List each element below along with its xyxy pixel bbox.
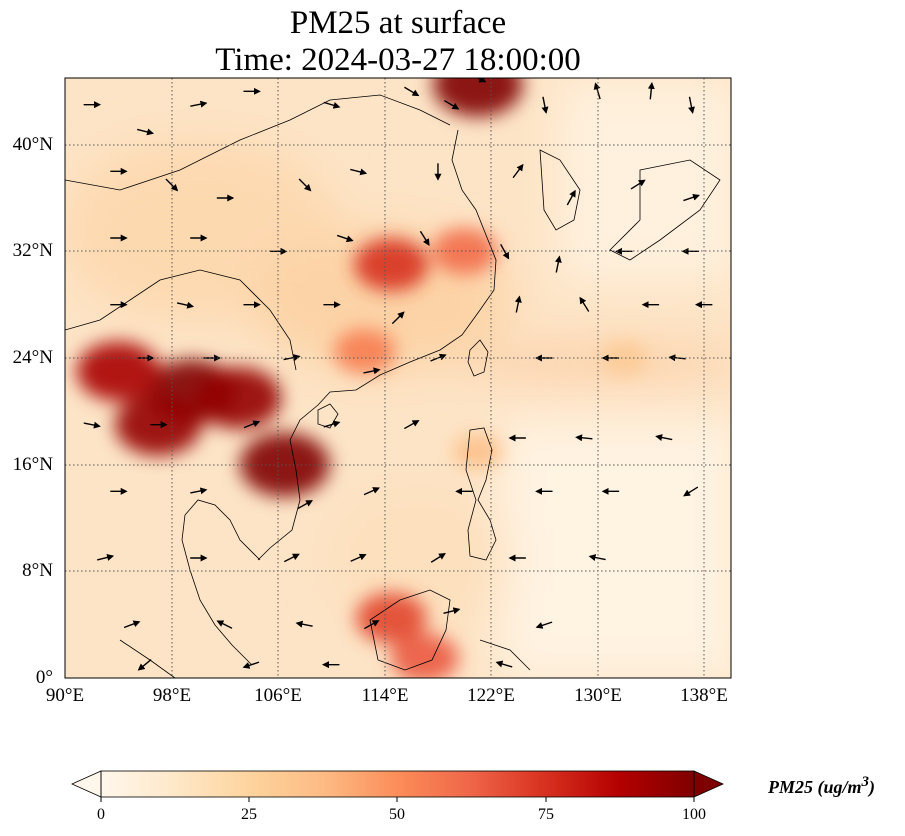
- pm25-hotspot: [433, 78, 523, 117]
- wind-arrow: [444, 99, 460, 110]
- wind-arrow: [575, 434, 593, 442]
- wind-arrow: [97, 554, 115, 561]
- pm25-hotspot: [354, 238, 429, 292]
- wind-arrow: [443, 607, 461, 615]
- wind-arrow: [363, 367, 381, 375]
- wind-arrow: [295, 620, 313, 628]
- wind-arrow: [350, 553, 367, 562]
- pm25-hotspot: [239, 432, 330, 497]
- wind-arrow: [298, 178, 312, 192]
- gridlines: [65, 78, 731, 678]
- colorbar: [71, 770, 724, 802]
- colorbar-max-extend: [693, 770, 724, 798]
- wind-arrow: [535, 621, 553, 629]
- wind-arrow: [176, 301, 195, 309]
- wind-arrow: [430, 553, 446, 563]
- wind-arrow: [364, 620, 380, 630]
- wind-arrow: [283, 354, 301, 361]
- wind-arrow: [336, 234, 354, 243]
- wind-arrow: [283, 553, 300, 563]
- title-line-2: Time: 2024-03-27 18:00:00: [215, 42, 581, 78]
- colorbar-tick-75: 75: [538, 806, 554, 823]
- lon-tick-122e: 122°E: [467, 685, 515, 706]
- title-line-1: PM25 at surface: [289, 5, 507, 41]
- colorbar-label-superscript: 3: [861, 774, 870, 790]
- colorbar-tick-25: 25: [241, 806, 257, 823]
- wind-arrow: [137, 659, 152, 671]
- lon-tick-106e: 106°E: [254, 685, 302, 706]
- wind-arrow: [83, 421, 101, 429]
- wind-arrow: [512, 163, 524, 179]
- wind-arrow: [323, 420, 341, 428]
- lat-tick-16n: 16°N: [12, 454, 53, 475]
- wind-arrow: [500, 244, 510, 260]
- pm25-hotspot-layer: [76, 78, 648, 678]
- colorbar-tick-0: 0: [97, 806, 105, 823]
- colorbar-min-extend: [71, 770, 102, 798]
- wind-arrow: [216, 620, 233, 629]
- lon-tick-138e: 138°E: [680, 685, 728, 706]
- pm25-hotspot: [390, 633, 459, 678]
- wind-arrow: [190, 100, 208, 108]
- wind-arrow: [136, 128, 155, 136]
- wind-arrow: [242, 661, 260, 669]
- pm25-hotspot: [355, 592, 427, 644]
- wind-arrow: [165, 178, 179, 192]
- wind-arrow: [647, 81, 655, 100]
- wind-arrow: [243, 420, 261, 429]
- pm25-hotspot: [333, 329, 396, 374]
- wind-arrow: [554, 255, 562, 273]
- colorbar-label-text: PM25 (ug/m: [768, 777, 862, 797]
- lat-tick-32n: 32°N: [12, 240, 53, 261]
- lat-tick-0: 0°: [35, 667, 53, 688]
- wind-arrow: [350, 168, 368, 176]
- wind-arrow: [514, 295, 522, 313]
- pm25-hotspot: [432, 228, 498, 275]
- wind-arrow: [655, 434, 673, 441]
- lon-tick-98e: 98°E: [152, 685, 192, 706]
- pm25-hotspot: [194, 367, 282, 429]
- colorbar-gradient: [101, 771, 694, 797]
- colorbar-label: PM25 (ug/m3): [768, 774, 875, 798]
- wind-arrow: [566, 189, 576, 206]
- map-frame: [64, 77, 732, 679]
- lat-tick-24n: 24°N: [12, 347, 53, 368]
- pm25-hotspot: [601, 341, 648, 375]
- pm25-hotspot: [76, 341, 160, 402]
- wind-arrow: [297, 500, 313, 510]
- wind-arrow: [541, 96, 549, 114]
- lon-tick-130e: 130°E: [574, 685, 622, 706]
- pm25-hotspot: [453, 433, 503, 470]
- colorbar-label-close: ): [869, 777, 876, 797]
- wind-arrow: [419, 230, 430, 246]
- colorbar-tick-100: 100: [682, 806, 706, 823]
- wind-arrow: [683, 193, 700, 202]
- lon-tick-114e: 114°E: [361, 685, 409, 706]
- wind-arrow: [123, 620, 141, 629]
- wind-arrow: [579, 296, 590, 312]
- wind-arrow: [391, 311, 405, 325]
- wind-vector-layer: [83, 78, 713, 671]
- colorbar-tick-50: 50: [389, 806, 405, 823]
- wind-arrow: [323, 101, 341, 109]
- lat-tick-40n: 40°N: [12, 134, 53, 155]
- wind-arrow: [495, 660, 513, 668]
- wind-arrow: [476, 78, 487, 83]
- wind-arrow: [404, 86, 420, 97]
- wind-arrow: [688, 96, 695, 114]
- wind-arrow: [683, 486, 699, 497]
- lon-tick-90e: 90°E: [45, 685, 85, 706]
- map-panel: [65, 78, 731, 678]
- wind-arrow: [630, 179, 646, 190]
- wind-arrow: [363, 487, 380, 496]
- wind-arrow: [190, 487, 208, 495]
- wind-arrow: [403, 420, 420, 430]
- lat-tick-8n: 8°N: [22, 560, 53, 581]
